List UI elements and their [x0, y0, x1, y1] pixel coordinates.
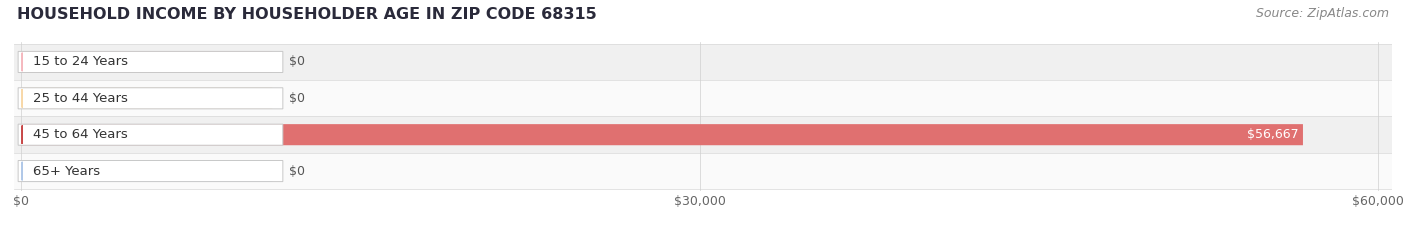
- Bar: [14, 153, 1392, 189]
- FancyBboxPatch shape: [18, 51, 283, 72]
- Text: Source: ZipAtlas.com: Source: ZipAtlas.com: [1256, 7, 1389, 20]
- Bar: [14, 44, 1392, 80]
- Text: $56,667: $56,667: [1247, 128, 1299, 141]
- FancyBboxPatch shape: [21, 51, 273, 72]
- Text: $0: $0: [288, 55, 305, 69]
- FancyBboxPatch shape: [18, 88, 283, 109]
- FancyBboxPatch shape: [21, 124, 1303, 145]
- FancyBboxPatch shape: [18, 161, 283, 182]
- FancyBboxPatch shape: [21, 161, 273, 182]
- Bar: [14, 116, 1392, 153]
- Text: HOUSEHOLD INCOME BY HOUSEHOLDER AGE IN ZIP CODE 68315: HOUSEHOLD INCOME BY HOUSEHOLDER AGE IN Z…: [17, 7, 596, 22]
- Text: $0: $0: [288, 92, 305, 105]
- Text: 15 to 24 Years: 15 to 24 Years: [34, 55, 128, 69]
- FancyBboxPatch shape: [21, 88, 273, 109]
- Text: $0: $0: [288, 164, 305, 178]
- FancyBboxPatch shape: [18, 124, 283, 145]
- Text: 45 to 64 Years: 45 to 64 Years: [34, 128, 128, 141]
- Text: 25 to 44 Years: 25 to 44 Years: [34, 92, 128, 105]
- Text: 65+ Years: 65+ Years: [34, 164, 100, 178]
- Bar: [14, 80, 1392, 116]
